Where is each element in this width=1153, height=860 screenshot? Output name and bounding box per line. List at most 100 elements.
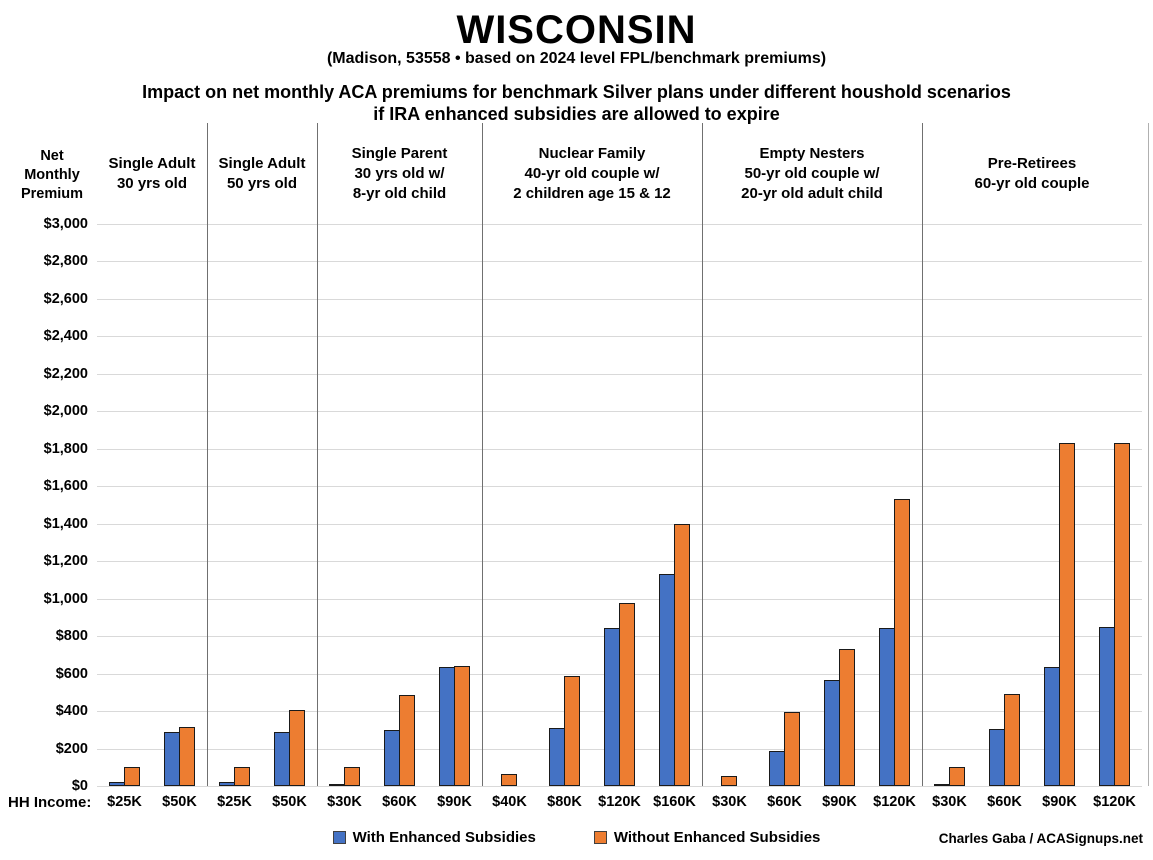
- bar-without-enhanced-subsidies: [839, 649, 855, 786]
- plot-right-border: [1148, 123, 1149, 786]
- group-header-line: 60-yr old couple: [974, 175, 1090, 192]
- category-slot: [97, 224, 152, 786]
- group-header: Single Parent 30 yrs old w/8-yr old child: [317, 138, 482, 210]
- category-slot: [977, 224, 1032, 786]
- group-bars: [482, 224, 702, 786]
- y-axis-title: Net Monthly Premium: [20, 148, 84, 202]
- bar-without-enhanced-subsidies: [501, 774, 517, 786]
- group-header-line: 30 yrs old w/: [354, 165, 445, 182]
- income-label: $80K: [547, 794, 582, 810]
- gridline: [97, 261, 1142, 263]
- bar-with-enhanced-subsidies: [1044, 667, 1060, 786]
- y-axis-tick: $400: [55, 703, 88, 720]
- category-slot: [812, 224, 867, 786]
- income-label: $25K: [217, 794, 252, 810]
- category-slot: [647, 224, 702, 786]
- group-header-line: 50 yrs old: [226, 175, 298, 192]
- legend-label: Without Enhanced Subsidies: [613, 829, 821, 846]
- bar-with-enhanced-subsidies: [1099, 627, 1115, 786]
- income-label: $120K: [873, 794, 916, 810]
- income-labels: $30K $60K $90K $120K: [702, 794, 922, 814]
- legend-swatch-orange-icon: [593, 831, 607, 844]
- group-header: Empty Nesters 50-yr old couple w/20-yr ol…: [702, 138, 922, 210]
- chart-title-line2: if IRA enhanced subsidies are allowed to…: [373, 104, 780, 124]
- bar-with-enhanced-subsidies: [604, 628, 620, 786]
- bar-without-enhanced-subsidies: [674, 524, 690, 786]
- bar-without-enhanced-subsidies: [124, 767, 140, 786]
- gridline: [97, 561, 1142, 563]
- category-slot: [867, 224, 922, 786]
- income-labels: $30K $60K $90K: [317, 794, 482, 814]
- y-axis-tick: $1,800: [43, 440, 88, 457]
- bar-without-enhanced-subsidies: [234, 767, 250, 786]
- credit-attribution: Charles Gaba / ACASignups.net: [938, 831, 1143, 846]
- income-label: $120K: [1093, 794, 1136, 810]
- income-label: $160K: [653, 794, 696, 810]
- gridline: [97, 373, 1142, 375]
- group-bars: [97, 224, 207, 786]
- group-header: Nuclear Family 40-yr old couple w/2 child…: [482, 138, 702, 210]
- income-label: $90K: [822, 794, 857, 810]
- group-header: Single Adult 50 yrs old: [207, 138, 317, 210]
- y-axis-tick: $2,400: [43, 328, 88, 345]
- gridline: [97, 523, 1142, 525]
- y-axis-tick: $2,800: [43, 253, 88, 270]
- bar-without-enhanced-subsidies: [1059, 443, 1075, 786]
- income-labels: $40K $80K $120K $160K: [482, 794, 702, 814]
- chart-title: Impact on net monthly ACA premiums for b…: [0, 81, 1153, 125]
- income-label: $90K: [437, 794, 472, 810]
- chart-title-line1: Impact on net monthly ACA premiums for b…: [142, 82, 1011, 102]
- group-divider: [482, 123, 483, 786]
- category-slot: [702, 224, 757, 786]
- group-header: Single Adult 30 yrs old: [97, 138, 207, 210]
- category-slot: [207, 224, 262, 786]
- category-slot: [317, 224, 372, 786]
- category-slot: [152, 224, 207, 786]
- group-header-line: Single Adult: [218, 155, 306, 172]
- bar-with-enhanced-subsidies: [439, 667, 455, 786]
- bar-with-enhanced-subsidies: [274, 732, 290, 786]
- group-header-line: 20-yr old adult child: [741, 185, 883, 202]
- group-divider: [702, 123, 703, 786]
- category-slot: [1032, 224, 1087, 786]
- y-axis-tick: $1,400: [43, 515, 88, 532]
- income-label: $25K: [107, 794, 142, 810]
- gridline: [97, 336, 1142, 338]
- group-divider: [317, 123, 318, 786]
- bar-without-enhanced-subsidies: [179, 727, 195, 786]
- bar-without-enhanced-subsidies: [344, 767, 360, 786]
- group-bars: [702, 224, 922, 786]
- y-axis-tick: $1,600: [43, 478, 88, 495]
- bar-without-enhanced-subsidies: [949, 767, 965, 786]
- income-label: $90K: [1042, 794, 1077, 810]
- bar-without-enhanced-subsidies: [784, 712, 800, 786]
- gridline: [97, 786, 1142, 787]
- income-label: $30K: [712, 794, 747, 810]
- y-axis-tick: $1,000: [43, 590, 88, 607]
- income-label: $30K: [327, 794, 362, 810]
- x-axis-label: HH Income:: [8, 794, 92, 811]
- y-axis-tick: $1,200: [43, 553, 88, 570]
- category-slot: [1087, 224, 1142, 786]
- gridline: [97, 411, 1142, 413]
- group-header-line: 50-yr old couple w/: [744, 165, 880, 182]
- y-axis-tick: $3,000: [43, 216, 88, 232]
- y-axis-tick: $2,600: [43, 290, 88, 307]
- category-slot: [592, 224, 647, 786]
- category-slot: [372, 224, 427, 786]
- category-slot: [537, 224, 592, 786]
- y-axis-tick: $2,200: [43, 365, 88, 382]
- income-label: $30K: [932, 794, 967, 810]
- bar-with-enhanced-subsidies: [824, 680, 840, 786]
- y-axis-tick: $600: [55, 665, 88, 682]
- chart-legend: With Enhanced Subsidies Without Enhanced…: [0, 829, 1153, 846]
- bar-without-enhanced-subsidies: [894, 499, 910, 786]
- bar-with-enhanced-subsidies: [109, 782, 125, 786]
- y-axis-tick: $0: [71, 778, 88, 794]
- group-bars: [922, 224, 1142, 786]
- bar-without-enhanced-subsidies: [454, 666, 470, 786]
- bar-with-enhanced-subsidies: [879, 628, 895, 786]
- bar-with-enhanced-subsidies: [934, 784, 950, 786]
- bar-with-enhanced-subsidies: [659, 574, 675, 786]
- income-label: $120K: [598, 794, 641, 810]
